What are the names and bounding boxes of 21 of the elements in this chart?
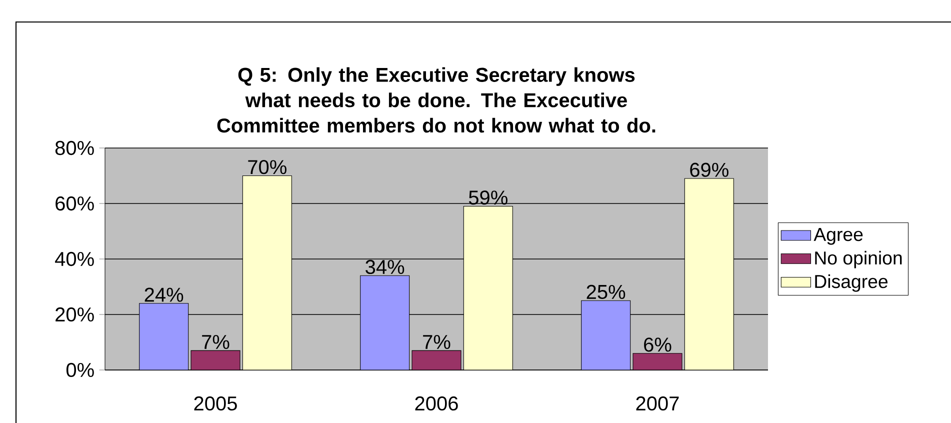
x-tick-label: 2007	[636, 396, 679, 411]
data-label: 7%	[202, 334, 230, 349]
data-label: 34%	[366, 260, 404, 274]
data-label: 6%	[644, 338, 672, 352]
data-label: 70%	[248, 160, 286, 174]
data-label: 24%	[144, 288, 184, 302]
data-label: 7%	[423, 334, 450, 349]
y-tick-label: 60%	[56, 196, 94, 211]
data-label: 69%	[690, 162, 728, 177]
chart-title: Q 5: Only the Executive Secretary knows what needs to be done. The Excecutive Committee members do not know what to do.	[217, 67, 656, 133]
legend-label: No opinion	[815, 250, 902, 268]
x-tick-label: 2005	[194, 396, 237, 411]
y-tick-label: 20%	[56, 307, 94, 322]
data-label: 25%	[586, 284, 626, 300]
y-tick-label: 40%	[55, 252, 94, 266]
y-tick-label: 80%	[55, 140, 94, 156]
data-label: 59%	[468, 190, 508, 205]
x-tick-label: 2006	[415, 396, 458, 411]
y-tick-label: 0%	[66, 362, 94, 378]
legend-label: Disagree	[815, 274, 888, 292]
legend-label: Agree	[814, 228, 863, 245]
